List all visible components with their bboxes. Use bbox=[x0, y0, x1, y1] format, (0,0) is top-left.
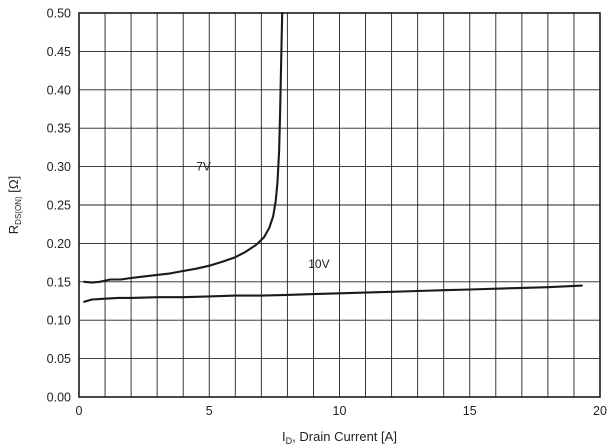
y-axis-title-rest: [Ω] bbox=[6, 176, 21, 197]
y-tick-label: 0.15 bbox=[47, 275, 71, 289]
y-tick-label: 0.35 bbox=[47, 122, 71, 136]
series-lines bbox=[83, 11, 583, 303]
series-line-7v bbox=[83, 11, 284, 284]
series-line-10v bbox=[83, 284, 583, 303]
x-tick-label: 20 bbox=[593, 404, 607, 418]
y-tick-label: 0.45 bbox=[47, 45, 71, 59]
x-tick-label: 0 bbox=[76, 404, 83, 418]
x-tick-label: 15 bbox=[463, 404, 477, 418]
y-tick-label: 0.00 bbox=[47, 391, 71, 405]
y-axis-title-sub: DS(ON) bbox=[14, 196, 23, 225]
y-tick-label: 0.30 bbox=[47, 160, 71, 174]
y-tick-label: 0.05 bbox=[47, 352, 71, 366]
tick-labels: 0 5 10 15 20 0.00 0.05 0.10 0.15 0.20 0.25 0.30 0.35… bbox=[47, 7, 607, 419]
y-tick-label: 0.50 bbox=[47, 7, 71, 21]
x-tick-label: 10 bbox=[333, 404, 347, 418]
y-tick-label: 0.40 bbox=[47, 83, 71, 97]
annotation-label: 7V bbox=[196, 159, 211, 173]
y-tick-label: 0.25 bbox=[47, 199, 71, 213]
x-axis-title-sub: D bbox=[286, 436, 293, 446]
x-axis-title: ID, Drain Current [A] bbox=[282, 429, 397, 446]
y-tick-label: 0.20 bbox=[47, 237, 71, 251]
y-axis-title: RDS(ON) [Ω] bbox=[6, 176, 23, 234]
annotations: 7V 10V bbox=[196, 159, 329, 271]
annotation-label: 10V bbox=[308, 257, 329, 271]
x-tick-label: 5 bbox=[206, 404, 213, 418]
grid bbox=[79, 13, 600, 397]
x-axis-title-rest: , Drain Current [A] bbox=[292, 429, 397, 444]
y-axis-title-main: R bbox=[6, 225, 21, 234]
y-tick-label: 0.10 bbox=[47, 314, 71, 328]
x-axis-title-main: I bbox=[282, 429, 286, 444]
plot-frame bbox=[78, 12, 601, 398]
